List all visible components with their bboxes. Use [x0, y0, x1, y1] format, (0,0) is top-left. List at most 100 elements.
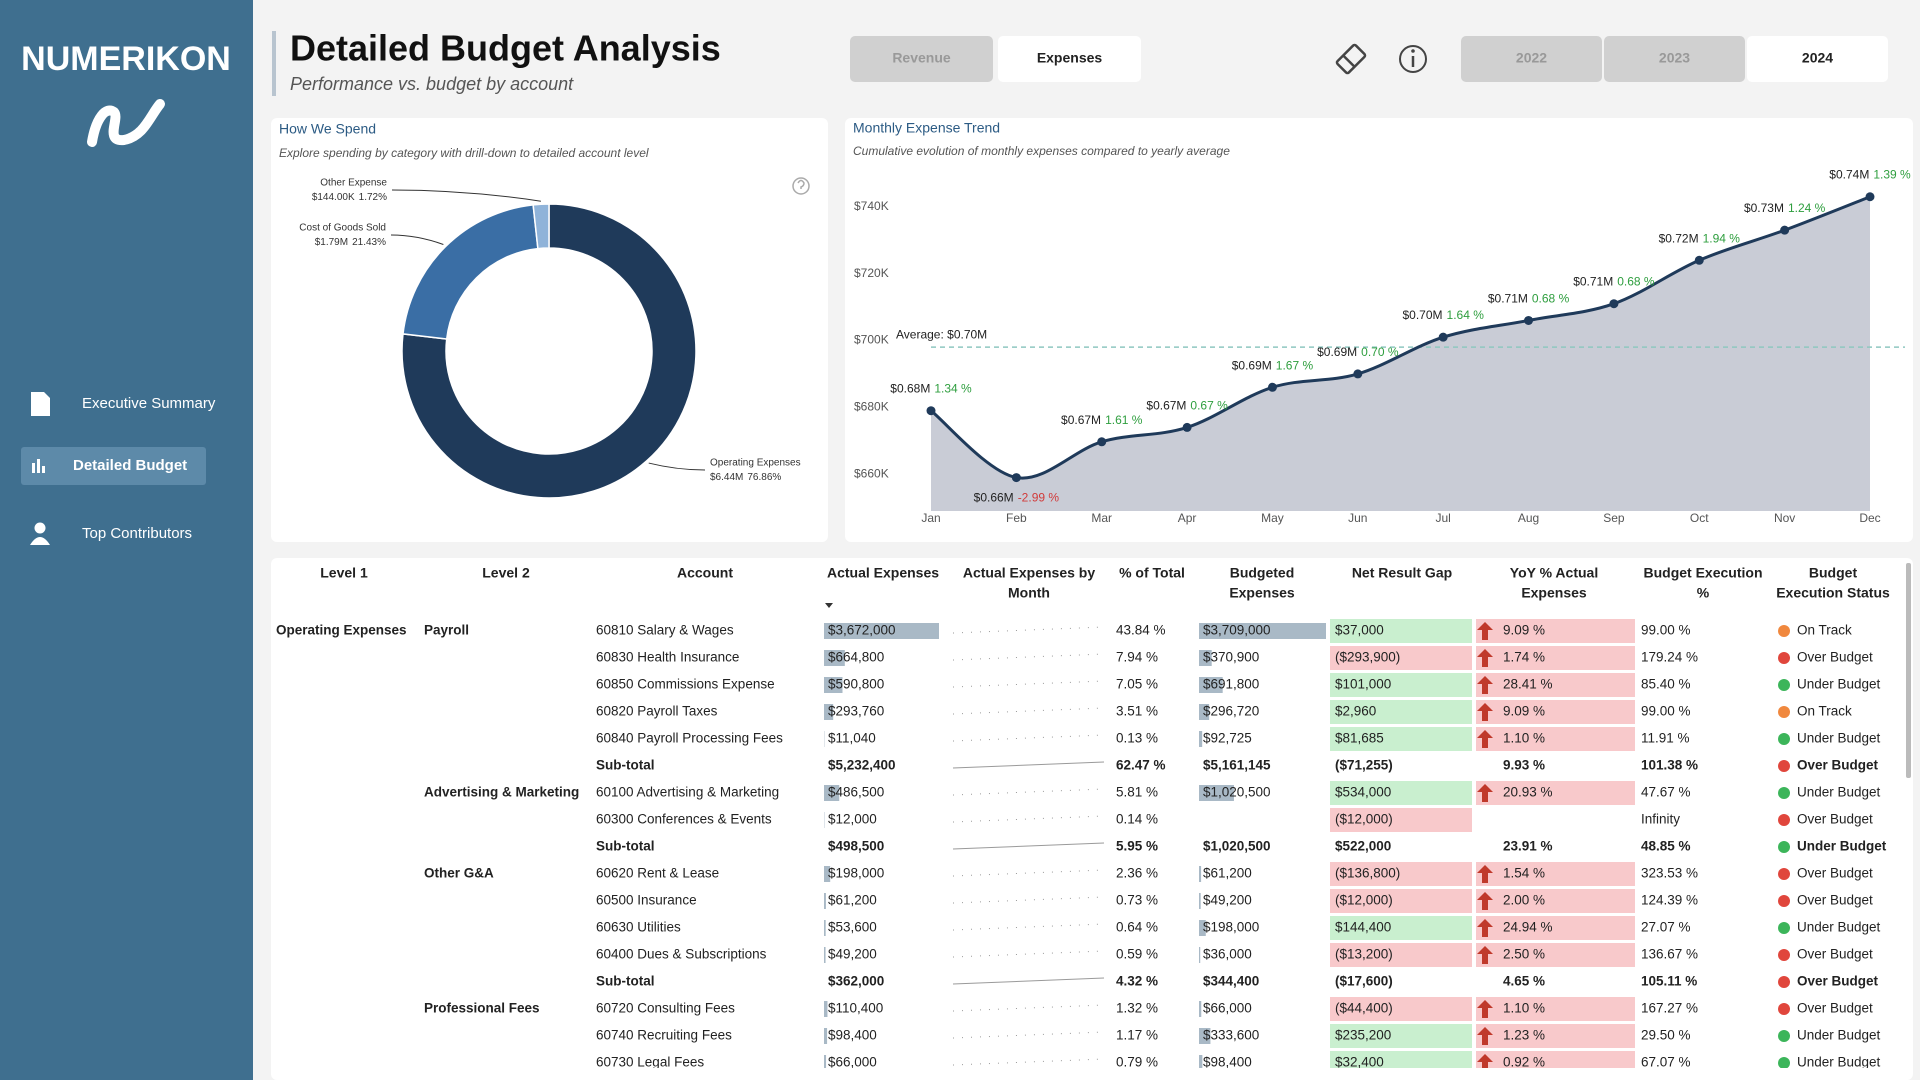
cell: 48.85 % — [1641, 839, 1691, 854]
cell: 60850 Commissions Expense — [596, 677, 775, 692]
view-toggle[interactable]: Revenue — [850, 36, 993, 82]
cell: Payroll — [424, 623, 469, 638]
data-label: $0.67M 0.67 % — [1146, 399, 1228, 413]
slice-category: Other Expense — [320, 178, 387, 189]
cell: $36,000 — [1203, 947, 1252, 962]
year-toggle-bg — [1461, 36, 1602, 82]
change-label: 1.39 % — [1873, 168, 1911, 182]
column-header[interactable]: Actual Expenses by — [963, 565, 1095, 581]
column-header[interactable]: Budget — [1809, 565, 1858, 581]
clear-filters-icon[interactable] — [1335, 43, 1367, 75]
yoy-cell — [1476, 1051, 1635, 1068]
donut-subtitle: Explore spending by category with drill-… — [279, 146, 649, 160]
cell: Over Budget — [1797, 1001, 1873, 1016]
value-label: $0.68M — [890, 382, 930, 396]
cell: 1.32 % — [1116, 1001, 1158, 1016]
x-tick-label: Jun — [1348, 511, 1367, 525]
donut-slice — [401, 203, 697, 499]
change-label: 1.94 % — [1703, 231, 1741, 245]
table: Level 1 Level 2 Account Actual Expenses Actu… — [276, 565, 1890, 1070]
cell: $333,600 — [1203, 1028, 1259, 1043]
x-tick-label: Sep — [1603, 511, 1625, 525]
help-icon[interactable] — [792, 177, 810, 195]
gap-cell — [1330, 943, 1472, 967]
cell: 179.24 % — [1641, 650, 1698, 665]
yoy-cell — [1476, 916, 1635, 940]
year-toggle[interactable]: 2024 — [1747, 36, 1888, 82]
cell: $92,725 — [1203, 731, 1252, 746]
column-header[interactable]: Account — [677, 565, 733, 581]
cell: 60500 Insurance — [596, 893, 697, 908]
slice-category: Cost of Goods Sold — [299, 223, 386, 234]
actual-bar — [824, 866, 831, 882]
status-dot — [1778, 625, 1790, 637]
nav-label: Top Contributors — [82, 525, 192, 542]
cell: Over Budget — [1797, 866, 1873, 881]
cell: Under Budget — [1797, 1028, 1881, 1043]
column-header[interactable]: Budgeted — [1230, 565, 1295, 581]
column-header[interactable]: Expenses — [1229, 585, 1295, 601]
cell: 99.00 % — [1641, 623, 1691, 638]
sparkline — [952, 977, 1105, 985]
info-icon[interactable] — [1399, 45, 1427, 73]
yoy-cell — [1476, 781, 1635, 805]
cell: $144,400 — [1335, 920, 1391, 935]
point — [1780, 225, 1790, 235]
view-toggle-label: Expenses — [1037, 50, 1103, 66]
change-label: 1.64 % — [1447, 308, 1485, 322]
up-arrow — [1477, 865, 1493, 883]
status-dot — [1778, 652, 1790, 664]
cell: 7.94 % — [1116, 650, 1158, 665]
column-header[interactable]: Net Result Gap — [1352, 565, 1452, 581]
gap-cell — [1330, 808, 1472, 832]
value-label: $0.70M — [1402, 308, 1442, 322]
column-header[interactable]: Budget Execution — [1643, 565, 1762, 581]
column-header[interactable]: YoY % Actual — [1510, 565, 1598, 581]
actual-bar — [824, 1028, 828, 1044]
cell: 2.00 % — [1503, 893, 1545, 908]
up-arrow — [1477, 703, 1493, 721]
column-header[interactable]: Month — [1008, 585, 1050, 601]
data-label: $0.69M 0.70 % — [1317, 345, 1399, 359]
column-header[interactable]: Actual Expenses — [827, 565, 939, 581]
column-header[interactable]: Level 1 — [320, 565, 368, 581]
column-header[interactable]: % — [1697, 585, 1710, 601]
view-toggle[interactable]: Expenses — [998, 36, 1141, 82]
column-header[interactable]: Execution Status — [1776, 585, 1890, 601]
cell: $198,000 — [828, 866, 884, 881]
donut-slice — [532, 203, 550, 250]
slice-label: $144.00K 1.72% — [312, 192, 387, 203]
cell: 0.73 % — [1116, 893, 1158, 908]
cell: Advertising & Marketing — [424, 785, 579, 800]
trend-title: Monthly Expense Trend — [853, 120, 1000, 136]
nav-item[interactable]: Detailed Budget — [21, 447, 206, 485]
cell: $53,600 — [828, 920, 877, 935]
cell: Under Budget — [1797, 839, 1887, 854]
column-header[interactable]: % of Total — [1119, 565, 1185, 581]
data-label: $0.66M -2.99 % — [974, 491, 1060, 505]
cell: $3,672,000 — [828, 623, 896, 638]
nav-icon — [37, 459, 40, 473]
cell: 1.74 % — [1503, 650, 1545, 665]
nav-item[interactable]: Executive Summary — [31, 392, 216, 416]
trend-subtitle: Cumulative evolution of monthly expenses… — [853, 144, 1230, 158]
status-dot — [1778, 949, 1790, 961]
data-label: $0.67M 1.61 % — [1061, 413, 1143, 427]
budget-bar — [1199, 1028, 1211, 1044]
column-header[interactable]: Level 2 — [482, 565, 530, 581]
year-toggle[interactable]: 2023 — [1604, 36, 1745, 82]
nav-item[interactable]: Top Contributors — [30, 522, 192, 546]
up-arrow — [1477, 919, 1493, 937]
budget-bar — [1199, 704, 1210, 720]
brand: NUMERIKON — [21, 40, 231, 78]
year-toggle[interactable]: 2022 — [1461, 36, 1602, 82]
cell: $98,400 — [1203, 1055, 1252, 1070]
actual-bar — [824, 785, 840, 801]
budget-bar — [1199, 866, 1202, 882]
data-label: $0.74M 1.39 % — [1829, 168, 1911, 182]
cell: On Track — [1797, 704, 1852, 719]
point — [1524, 315, 1534, 325]
scrollbar[interactable] — [1906, 563, 1911, 778]
column-header[interactable]: Expenses — [1521, 585, 1587, 601]
